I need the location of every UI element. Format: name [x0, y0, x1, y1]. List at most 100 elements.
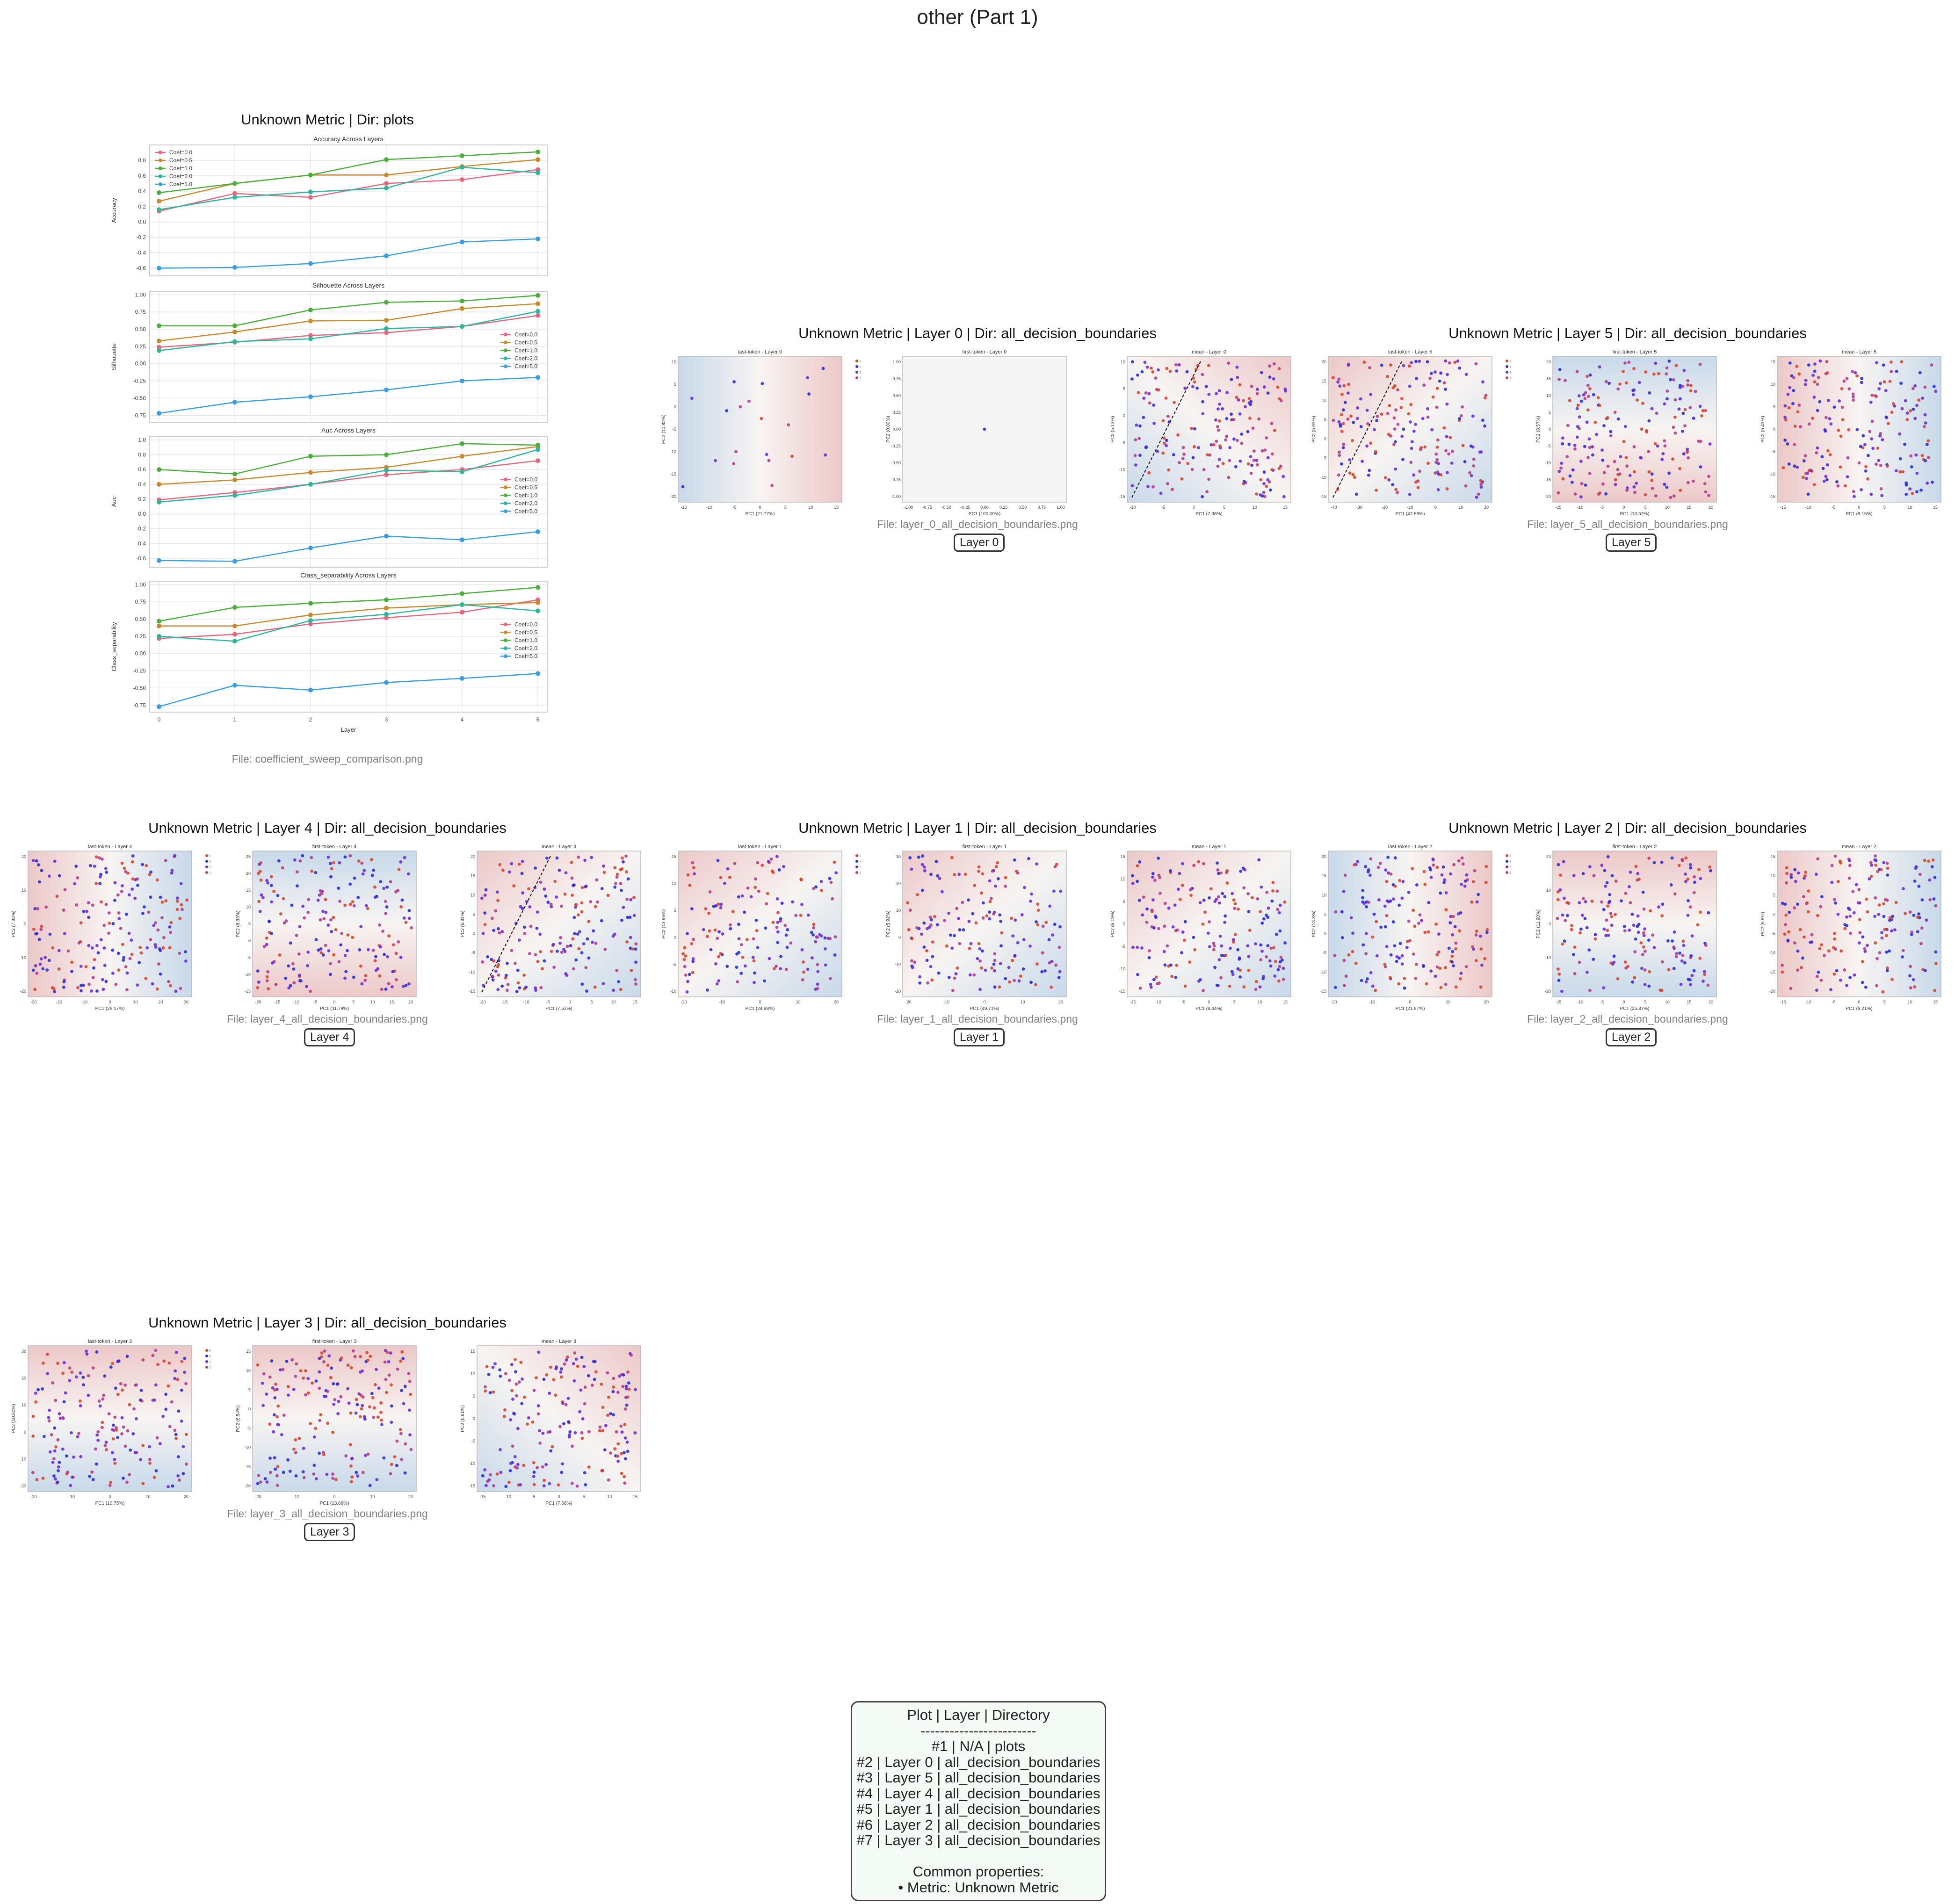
scatter-point — [1787, 406, 1791, 410]
scatter-point — [739, 972, 743, 975]
scatter-point — [159, 972, 162, 976]
scatter-point — [174, 1436, 178, 1440]
scatter-point — [401, 985, 405, 988]
scatter-point — [801, 978, 804, 981]
scatter-point — [616, 1442, 620, 1446]
scatter-point — [365, 1351, 369, 1355]
scatter-point — [517, 1380, 521, 1384]
scatter-point — [1793, 443, 1796, 447]
scatter-point — [1683, 961, 1687, 965]
scatter-point — [1860, 488, 1863, 491]
y-tick-label: 0.50 — [892, 393, 901, 398]
legend-marker — [504, 364, 507, 368]
scatter-point — [1434, 923, 1438, 926]
scatter-point — [587, 956, 591, 960]
scatter-point — [337, 960, 341, 964]
scatter-point — [1181, 446, 1185, 449]
scatter-point — [1451, 950, 1455, 953]
scatter-point — [812, 923, 816, 926]
y-tick-label: 0 — [674, 935, 676, 940]
scatter-point — [1136, 973, 1139, 976]
scatter-point — [1216, 861, 1219, 865]
scatter-point — [351, 900, 355, 904]
scatter-point — [1588, 865, 1592, 869]
scatter-point — [1145, 921, 1149, 924]
scatter-point — [383, 952, 386, 956]
scatter-point — [1277, 979, 1281, 983]
scatter-point — [326, 855, 330, 859]
data-point — [157, 348, 161, 353]
scatter-point — [350, 1475, 354, 1479]
scatter-point — [979, 966, 983, 970]
scatter-point — [784, 933, 788, 937]
scatter-point — [577, 855, 580, 859]
scatter-point — [950, 856, 954, 859]
scatter-point — [1445, 435, 1448, 439]
scatter-point — [528, 905, 532, 909]
scatter-point — [1048, 961, 1051, 965]
scatter-point — [1647, 938, 1651, 942]
scatter-point — [123, 1383, 127, 1387]
scatter-point — [346, 933, 350, 937]
scatter-point — [1884, 389, 1888, 392]
scatter-point — [1004, 876, 1007, 880]
scatter-point — [1870, 437, 1873, 440]
scatter-point — [922, 945, 926, 949]
data-point — [157, 199, 161, 204]
scatter-point — [1610, 915, 1614, 918]
scatter-point — [1337, 420, 1341, 424]
scatter-point — [1917, 885, 1921, 888]
scatter-point — [1215, 440, 1218, 443]
scatter-point — [1443, 878, 1447, 882]
scatter-point — [265, 943, 268, 946]
scatter-point — [1365, 905, 1368, 909]
scatter-point — [1421, 417, 1425, 420]
scatter-point — [1347, 382, 1351, 386]
scatter-point — [176, 1474, 180, 1478]
scatter-point — [1638, 456, 1642, 460]
scatter-point — [1479, 985, 1483, 989]
scatter-point — [629, 898, 633, 902]
scatter-point — [1224, 914, 1227, 918]
scatter-point — [1230, 412, 1233, 416]
scatter-point — [1677, 407, 1681, 411]
scatter-point — [52, 1457, 56, 1461]
scatter-point — [1883, 380, 1886, 383]
scatter-point — [1252, 458, 1256, 462]
scatter-point — [1642, 907, 1646, 911]
scatter-point — [1888, 949, 1891, 953]
scatter-point — [1364, 980, 1368, 984]
scatter-point — [1349, 414, 1353, 418]
scatter-point — [1163, 902, 1167, 905]
scatter-point — [582, 1365, 586, 1368]
scatter-point — [707, 911, 710, 915]
scatter-point — [512, 884, 516, 887]
scatter-point — [179, 882, 183, 886]
scatter-point — [359, 964, 362, 968]
scatter-point — [1793, 425, 1797, 428]
scatter-point — [1673, 415, 1677, 419]
scatter-point — [1058, 970, 1062, 974]
scatter-point — [338, 861, 341, 865]
scatter-point — [105, 1448, 108, 1451]
scatter-point — [97, 1399, 101, 1403]
scatter-point — [105, 871, 109, 874]
scatter-point — [918, 981, 922, 985]
scatter-point — [1707, 475, 1710, 478]
scatter-point — [957, 916, 960, 920]
scatter-point — [1602, 471, 1606, 475]
series-line — [159, 587, 538, 622]
scatter-point — [43, 956, 47, 959]
scatter-point — [154, 945, 158, 949]
panel-title: mean - Layer 3 — [542, 1339, 576, 1344]
scatter-point — [332, 1403, 336, 1406]
scatter-point — [506, 961, 509, 965]
scatter-point — [1821, 467, 1825, 470]
scatter-point — [265, 979, 269, 982]
scatter-point — [572, 1362, 575, 1366]
y-tick-label: 10 — [471, 1371, 475, 1376]
scatter-point — [52, 987, 56, 991]
scatter-point — [1177, 887, 1180, 891]
scatter-point — [180, 1388, 183, 1392]
scatter-point — [1879, 487, 1883, 490]
